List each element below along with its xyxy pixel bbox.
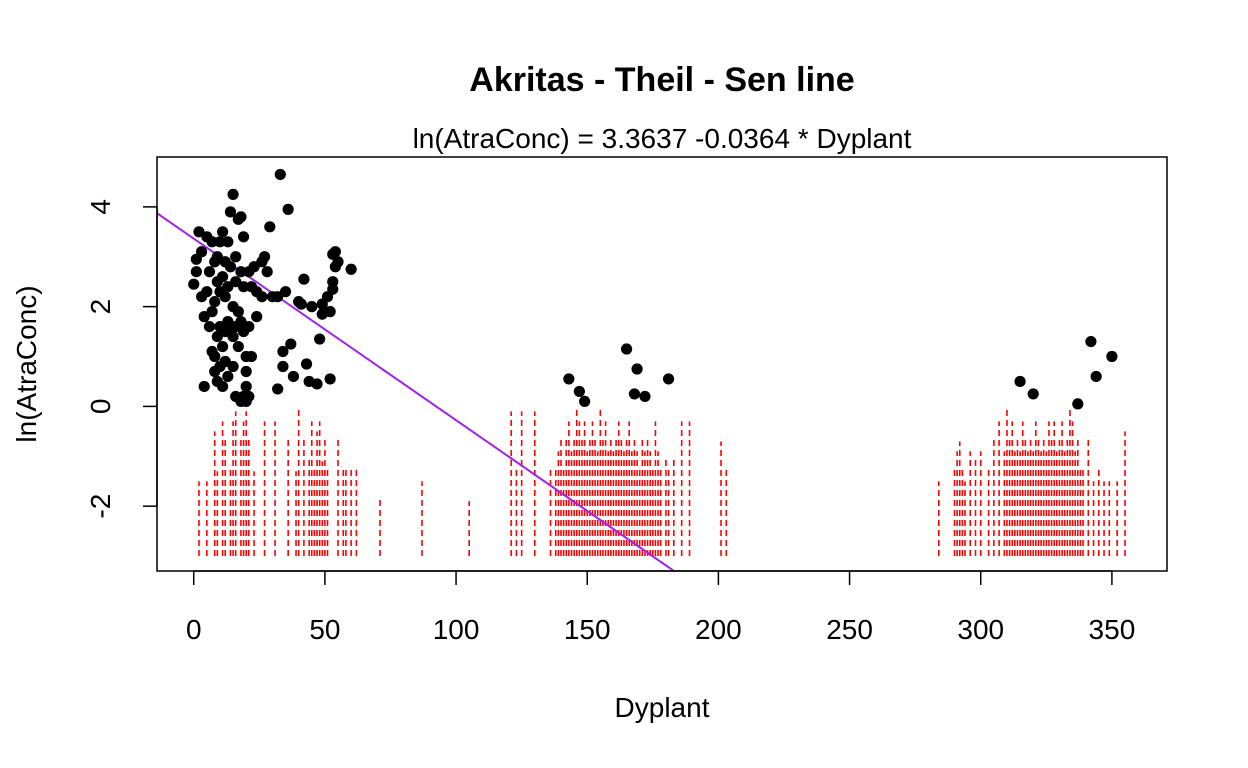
data-point [324,373,336,385]
data-point [327,276,339,288]
x-tick-label: 0 [186,614,202,645]
x-tick-label: 150 [564,614,611,645]
data-point [237,281,250,293]
data-point [235,266,247,278]
data-point [214,236,226,248]
data-point [277,345,289,358]
chart-subtitle: ln(AtraConc) = 3.3637 -0.0364 * Dyplant [413,123,912,154]
data-point [224,206,237,218]
censored-series [198,406,1126,557]
data-point [206,236,218,248]
data-point [628,388,641,400]
data-point [345,263,357,275]
data-point [306,301,318,313]
data-point [188,278,200,290]
y-tick-label: 2 [85,299,116,315]
data-point [1106,350,1118,363]
chart-title: Akritas - Theil - Sen line [469,61,854,99]
data-point [251,311,263,323]
fit-line-group [157,212,676,571]
y-axis-label: ln(AtraConc) [11,285,42,442]
data-point [237,231,250,243]
data-point [219,291,231,303]
plot-frame [156,156,1168,572]
data-point [631,363,643,375]
data-point [311,378,323,390]
fit-line [157,212,676,571]
x-axis-label: Dyplant [615,692,710,723]
data-point [235,211,247,223]
data-point [1090,370,1102,383]
data-point [285,338,297,350]
data-point [1027,388,1039,400]
data-point [256,291,268,303]
detected-series [188,168,1118,410]
data-point [332,256,344,268]
data-point [232,306,244,318]
data-point [203,266,216,278]
data-point [216,340,229,353]
data-point [1014,375,1026,388]
data-point [573,385,585,398]
data-point [298,273,310,285]
data-point [216,271,229,283]
data-point [272,383,284,395]
data-point [662,373,675,385]
data-point [198,380,210,393]
data-point [314,333,326,345]
data-point [287,370,300,383]
data-point [324,306,336,318]
data-point [222,370,234,383]
data-point [245,350,258,363]
data-point [295,298,307,310]
x-tick-label: 300 [957,614,1004,645]
data-point [232,340,244,353]
data-point [1072,398,1084,410]
data-point [639,390,651,403]
y-axis: -2 0 2 4 [85,199,158,519]
data-point [227,330,239,343]
data-point [195,246,208,258]
data-point [1085,335,1097,348]
data-point [190,266,202,278]
data-point [264,221,276,233]
data-point [216,380,229,393]
data-point [224,261,237,273]
data-point [563,373,575,385]
data-point [201,286,213,298]
x-tick-label: 350 [1089,614,1136,645]
data-point [222,236,234,248]
x-tick-label: 250 [826,614,873,645]
data-point [258,251,271,263]
data-point [227,188,239,201]
x-tick-label: 50 [309,614,340,645]
data-point [279,286,292,298]
data-point [300,358,313,370]
data-point [240,380,252,393]
x-axis: 0 50 100 150 200 250 300 350 [186,570,1136,645]
data-point [329,246,341,258]
data-point [216,226,229,238]
x-tick-label: 200 [695,614,742,645]
data-point [243,320,255,333]
data-point [209,296,221,308]
x-tick-label: 100 [433,614,480,645]
data-point [579,395,591,408]
data-point [240,365,252,378]
data-point [203,320,216,333]
data-point [261,266,273,278]
y-tick-label: 4 [85,199,116,215]
data-point [282,203,294,215]
data-point [206,306,218,318]
data-point [274,168,286,181]
data-point [227,360,239,373]
data-point [230,251,242,263]
data-point [620,343,633,355]
y-tick-label: -2 [85,494,116,519]
data-point [277,360,289,373]
data-point [209,350,221,363]
y-tick-label: 0 [85,399,116,415]
data-point [243,390,255,403]
